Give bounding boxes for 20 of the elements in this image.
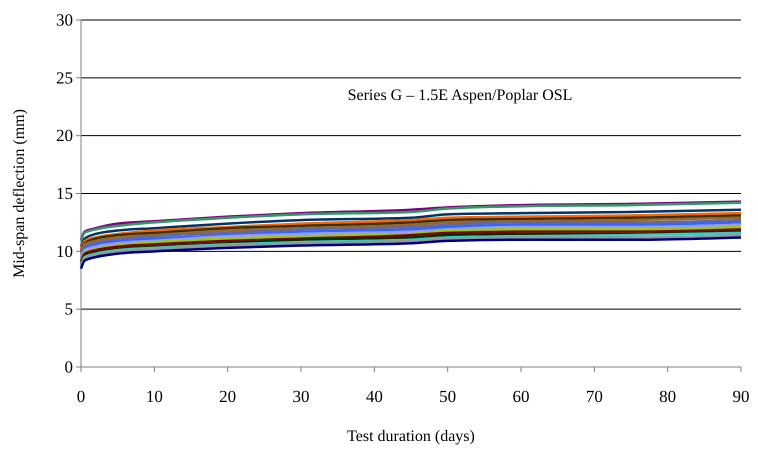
y-tick-label: 10 xyxy=(56,242,73,261)
x-tick-label: 10 xyxy=(146,387,163,406)
y-tick-label: 5 xyxy=(64,300,73,319)
x-tick-label: 60 xyxy=(512,387,530,406)
x-tick-label: 80 xyxy=(659,387,676,406)
x-axis-title: Test duration (days) xyxy=(347,428,475,445)
x-tick-label: 50 xyxy=(439,387,456,406)
x-tick-label: 20 xyxy=(219,387,236,406)
annotation: Series G – 1.5E Aspen/Poplar OSL xyxy=(348,87,572,104)
y-tick-label: 20 xyxy=(56,126,73,146)
x-tick-label: 90 xyxy=(732,387,750,406)
x-tick-label: 40 xyxy=(366,387,383,406)
x-tick-label: 0 xyxy=(76,387,86,406)
y-tick-label: 0 xyxy=(64,357,73,376)
y-tick-label: 25 xyxy=(56,68,73,88)
x-tick-label: 30 xyxy=(292,387,310,406)
x-tick-label: 70 xyxy=(586,387,603,406)
y-tick-label: 30 xyxy=(56,10,73,30)
y-axis-title: Mid-span deflection (mm) xyxy=(11,109,28,278)
y-tick-label: 15 xyxy=(56,184,73,203)
